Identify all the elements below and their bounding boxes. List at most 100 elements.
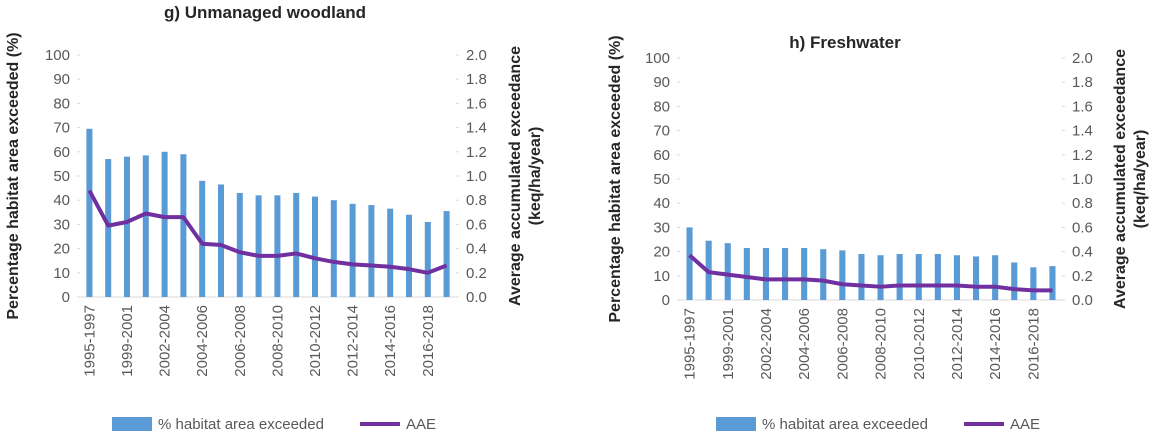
x-tick-label: 2010-2012 xyxy=(307,305,324,377)
x-tick-label: 2002-2004 xyxy=(157,305,174,377)
x-tick-label: 1999-2001 xyxy=(119,305,136,377)
y2-tick-label: 0.4 xyxy=(466,241,487,258)
y-tick-label: 40 xyxy=(53,192,70,209)
x-tick-label: 2006-2008 xyxy=(232,305,249,377)
bar xyxy=(896,254,903,300)
x-tick-label: 2008-2010 xyxy=(873,308,890,380)
bar xyxy=(724,243,731,300)
bar xyxy=(349,203,356,297)
bar xyxy=(972,256,980,300)
bar xyxy=(330,200,337,297)
x-tick-label: 2014-2016 xyxy=(987,308,1004,380)
bar xyxy=(839,250,846,300)
y2-tick-label: 0.8 xyxy=(466,192,487,209)
legend-label: AAE xyxy=(406,416,436,433)
y-tick-label: 60 xyxy=(653,147,670,164)
bar xyxy=(274,195,281,297)
x-tick-label: 1995-1997 xyxy=(682,308,699,380)
y2-tick-label: 1.0 xyxy=(1072,171,1093,188)
x-tick-label: 2016-2018 xyxy=(1025,308,1042,380)
bar xyxy=(217,184,225,297)
bar xyxy=(934,254,941,300)
y2-tick-label: 1.4 xyxy=(466,120,487,137)
y-axis-label: Percentage habitat area exceeded (%) xyxy=(607,35,624,322)
bar xyxy=(105,159,112,297)
chart-title: h) Freshwater xyxy=(789,33,901,52)
bar xyxy=(255,195,262,297)
bar xyxy=(877,255,884,300)
x-tick-label: 2004-2006 xyxy=(194,305,211,377)
bar xyxy=(858,254,865,300)
y2-tick-label: 1.2 xyxy=(1072,147,1093,164)
y2-tick-label: 0.0 xyxy=(1072,292,1093,309)
bar xyxy=(915,254,922,300)
y2-tick-label: 1.4 xyxy=(1072,123,1093,140)
bar xyxy=(801,247,808,300)
y2-tick-label: 1.6 xyxy=(1072,98,1093,115)
legend-swatch xyxy=(716,417,756,431)
bar xyxy=(953,255,961,300)
bar xyxy=(86,128,93,297)
y2-tick-label: 1.6 xyxy=(466,95,487,112)
y2-tick-label: 0.4 xyxy=(1072,244,1093,261)
y-tick-label: 90 xyxy=(53,71,70,88)
bar xyxy=(1011,262,1018,300)
bar xyxy=(161,151,168,297)
y-tick-label: 60 xyxy=(53,144,70,161)
y2-tick-label: 0.6 xyxy=(466,216,487,233)
y-tick-label: 30 xyxy=(53,216,70,233)
y-tick-label: 90 xyxy=(653,74,670,91)
bar xyxy=(368,205,375,297)
x-tick-label: 2014-2016 xyxy=(382,305,399,377)
y2-axis-label: (keq/ha/year) xyxy=(527,127,544,226)
legend-label: % habitat area exceeded xyxy=(762,416,928,433)
bar xyxy=(1030,267,1037,300)
y2-tick-label: 2.0 xyxy=(1072,50,1093,67)
chart-title: g) Unmanaged woodland xyxy=(164,3,366,22)
x-tick-label: 2012-2014 xyxy=(949,308,966,380)
y-tick-label: 80 xyxy=(53,95,70,112)
bar xyxy=(311,196,319,297)
bar xyxy=(405,214,413,297)
line-series xyxy=(688,253,1053,293)
y-tick-label: 20 xyxy=(653,244,670,261)
bar xyxy=(1049,266,1056,300)
y-tick-label: 50 xyxy=(653,171,670,188)
y2-tick-label: 0.6 xyxy=(1072,219,1093,236)
bar xyxy=(762,247,770,300)
legend-label: % habitat area exceeded xyxy=(158,416,324,433)
x-tick-label: 1995-1997 xyxy=(81,305,98,377)
bar xyxy=(236,192,243,297)
y2-tick-label: 0.8 xyxy=(1072,195,1093,212)
y-tick-label: 30 xyxy=(653,219,670,236)
bar xyxy=(424,221,431,297)
y-tick-label: 100 xyxy=(45,47,70,64)
y2-tick-label: 0.2 xyxy=(466,265,487,282)
bar xyxy=(743,247,750,300)
y2-tick-label: 0.2 xyxy=(1072,268,1093,285)
x-tick-label: 2012-2014 xyxy=(345,305,362,377)
bar xyxy=(443,211,450,297)
x-tick-label: 2008-2010 xyxy=(269,305,286,377)
x-tick-label: 2010-2012 xyxy=(911,308,928,380)
bar xyxy=(180,154,187,297)
y2-axis-label: (keq/ha/year) xyxy=(1132,130,1149,229)
bar xyxy=(199,180,206,297)
y2-tick-label: 1.0 xyxy=(466,168,487,185)
y2-tick-label: 1.8 xyxy=(466,71,487,88)
bar xyxy=(293,192,300,297)
y-tick-label: 20 xyxy=(53,241,70,258)
legend-label: AAE xyxy=(1010,416,1040,433)
y-tick-label: 0 xyxy=(62,289,70,306)
x-tick-label: 2016-2018 xyxy=(420,305,437,377)
bar xyxy=(142,155,149,297)
y-tick-label: 10 xyxy=(653,268,670,285)
y-tick-label: 80 xyxy=(653,98,670,115)
bar xyxy=(781,247,789,300)
y-tick-label: 0 xyxy=(662,292,670,309)
y-tick-label: 100 xyxy=(645,50,670,67)
x-tick-label: 2006-2008 xyxy=(834,308,851,380)
bar xyxy=(820,249,827,300)
y-tick-label: 10 xyxy=(53,265,70,282)
